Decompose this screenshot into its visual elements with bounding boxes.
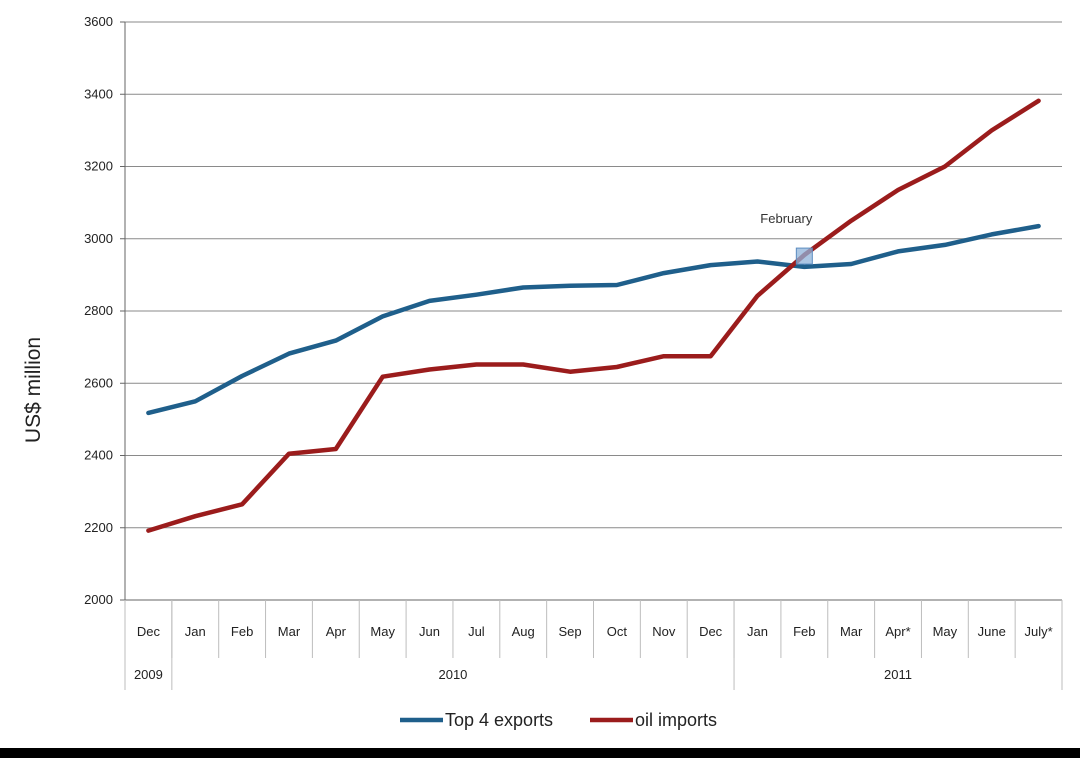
y-tick-label: 3000 [84, 231, 113, 246]
y-tick-label: 2600 [84, 375, 113, 390]
y-tick-label: 2200 [84, 520, 113, 535]
year-label: 2011 [884, 667, 912, 682]
x-tick-label: Mar [278, 624, 301, 639]
legend-label-top-4-exports: Top 4 exports [445, 710, 553, 730]
x-tick-label: Feb [793, 624, 815, 639]
year-label: 2009 [134, 667, 163, 682]
x-tick-label: Nov [652, 624, 676, 639]
annotations: February [760, 211, 813, 265]
x-tick-label: Dec [699, 624, 723, 639]
y-tick-label: 2000 [84, 592, 113, 607]
x-tick-label: May [933, 624, 958, 639]
x-tick-label: Feb [231, 624, 253, 639]
category-table: Dec Jan Feb Mar Apr May Jun Jul Aug Sep Oct Nov Dec J… [124, 600, 1063, 690]
x-tick-label: Jul [468, 624, 485, 639]
series-line-top-4-exports [146, 223, 1041, 416]
x-tick-label: Sep [559, 624, 582, 639]
y-tick-label: 3600 [84, 14, 113, 29]
y-tick-label: 3400 [84, 86, 113, 101]
gridlines [125, 21, 1062, 529]
x-tick-label: Dec [137, 624, 161, 639]
x-tick-label: Mar [840, 624, 863, 639]
x-tick-label: June [978, 624, 1006, 639]
x-tick-label: Oct [607, 624, 628, 639]
intersection-marker [795, 247, 813, 265]
x-tick-label: Apr* [885, 624, 910, 639]
y-tick-label: 3200 [84, 159, 113, 174]
x-tick-label: Aug [512, 624, 535, 639]
annotation-label: February [760, 211, 813, 226]
legend: Top 4 exports oil imports [400, 710, 717, 730]
series-lines [146, 98, 1041, 533]
y-tick-label: 2400 [84, 448, 113, 463]
x-tick-label: Jun [419, 624, 440, 639]
legend-label-oil-imports: oil imports [635, 710, 717, 730]
x-tick-label: May [370, 624, 395, 639]
y-axis-label: US$ million [22, 337, 45, 443]
y-tick-label: 2800 [84, 303, 113, 318]
series-line-oil-imports [146, 98, 1041, 533]
x-tick-label: Jan [747, 624, 768, 639]
year-label: 2010 [438, 667, 467, 682]
x-tick-label: Apr [326, 624, 347, 639]
x-tick-label: Jan [185, 624, 206, 639]
x-tick-label: July* [1024, 624, 1052, 639]
